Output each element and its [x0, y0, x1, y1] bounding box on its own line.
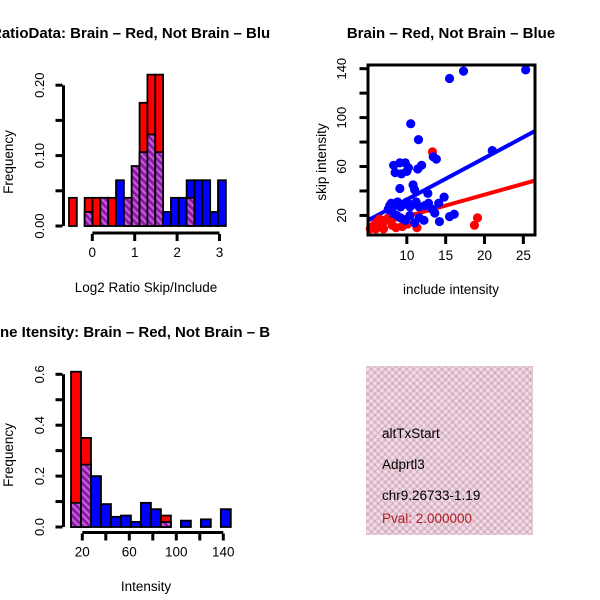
histogram-bar-blue: [162, 211, 172, 227]
histogram-bar-overlap: [70, 501, 82, 528]
y-tick-label: 0.00: [32, 213, 47, 238]
scatter-point-not_brain_blue: [449, 209, 459, 219]
scatter-point-not_brain_blue: [423, 188, 433, 199]
scatter-series-not_brain_blue: [383, 65, 531, 228]
hist-ratio-plot: 0.00 0.10 0.20 0 1 2 3: [32, 73, 227, 260]
hist-intensity-plot: 0.0 0.2 0.4 0.6 20 60 100 140: [32, 365, 235, 560]
scatter-point-not_brain_blue: [431, 154, 441, 164]
scatter-point-not_brain_blue: [410, 185, 420, 195]
histogram-bar-overlap: [185, 196, 196, 227]
y-tick-label: 140: [334, 58, 349, 80]
x-tick-label: 15: [438, 248, 453, 263]
scatter-point-brain_red: [378, 224, 389, 234]
histogram-bar-overlap: [138, 151, 149, 227]
scatter-point-not_brain_blue: [521, 65, 531, 75]
scatter-point-brain_red: [472, 213, 483, 223]
x-tick-label: 3: [216, 245, 224, 260]
locus-text: chr9.26733-1.19: [382, 488, 481, 503]
hist-intensity-xlabel: Intensity: [120, 579, 172, 594]
scatter-point-not_brain_blue: [444, 73, 455, 84]
scatter-point-not_brain_blue: [430, 208, 440, 218]
x-tick-label: 1: [131, 245, 139, 260]
scatter-point-not_brain_blue: [402, 166, 412, 177]
scatter-point-not_brain_blue: [434, 216, 445, 227]
histogram-bar-blue: [170, 196, 180, 227]
x-tick-label: 2: [173, 245, 181, 260]
x-tick-label: 10: [399, 248, 414, 263]
histogram-bar-blue: [90, 475, 102, 528]
y-tick-label: 0.4: [32, 416, 47, 434]
histogram-bar-overlap: [146, 133, 157, 227]
histogram-bar-blue: [219, 508, 232, 528]
scatter-point-not_brain_blue: [406, 119, 416, 129]
histogram-bars: [68, 73, 227, 227]
x-tick-label: 0: [89, 245, 97, 260]
scatter-point-not_brain_blue: [413, 135, 424, 145]
scatter-point-brain_red: [469, 220, 480, 230]
hist-intensity-title: ne Itensity: Brain – Red, Not Brain – B: [0, 324, 271, 341]
scatter-point-not_brain_blue: [405, 210, 415, 221]
x-tick-label: 25: [516, 248, 531, 263]
histogram-bar-blue: [193, 179, 204, 227]
scatter-point-not_brain_blue: [395, 183, 405, 194]
y-tick-label: 60: [334, 159, 349, 173]
x-tick-label: 20: [477, 248, 492, 263]
histogram-bar-red: [107, 196, 117, 227]
histogram-bar-blue: [179, 519, 192, 528]
histogram-bar-red: [91, 196, 102, 227]
histogram-bar-overlap: [99, 196, 110, 227]
histogram-bar-blue: [199, 518, 212, 528]
plot-box: [366, 63, 537, 237]
histogram-bar-red: [68, 196, 78, 227]
histogram-bar-blue: [100, 503, 112, 528]
y-tick-label: 0.2: [32, 467, 47, 485]
scatter-series-brain_red: [365, 147, 483, 234]
histogram-bar-blue: [177, 196, 188, 227]
histogram-bar-overlap: [122, 196, 133, 227]
pval-text: Pval: 2.000000: [382, 511, 473, 526]
histogram-bar-overlap: [130, 165, 141, 227]
scatter-point-not_brain_blue: [434, 198, 444, 208]
gene-name-text: Adprtl3: [382, 457, 425, 472]
histogram-bar-blue: [115, 179, 125, 227]
scatter-point-not_brain_blue: [487, 146, 497, 156]
histogram-bar-overlap: [80, 463, 92, 528]
hist-ratio-title: RatioData: Brain – Red, Not Brain – Blu: [0, 25, 271, 42]
scatter-point-not_brain_blue: [458, 66, 469, 76]
histogram-bar-overlap: [154, 151, 165, 227]
x-tick-label: 140: [212, 545, 235, 560]
histogram-bar-overlap: [83, 211, 94, 227]
y-tick-label: 0.6: [32, 365, 47, 383]
x-tick-label: 60: [122, 545, 137, 560]
histogram-bar-blue: [201, 179, 212, 227]
histogram-bar-blue: [217, 179, 227, 227]
scatter-point-not_brain_blue: [416, 160, 427, 170]
scatter-plot: 10 15 20 25 20 60 100 140: [334, 58, 537, 263]
histogram-bar-blue: [150, 508, 162, 528]
histogram-bar-blue: [120, 514, 132, 528]
y-tick-label: 100: [334, 107, 349, 129]
histogram-bar-blue: [209, 211, 219, 227]
scatter-title: Brain – Red, Not Brain – Blue: [346, 25, 556, 42]
scatter-point-not_brain_blue: [439, 192, 449, 202]
y-tick-label: 0.20: [32, 73, 47, 98]
gene-info-box: G7265229@J947883_RC altTxStart Adprtl3 c…: [366, 366, 533, 535]
y-tick-label: 0.10: [32, 143, 47, 168]
histogram-bar-blue: [110, 515, 122, 528]
x-tick-label: 100: [165, 545, 188, 560]
histogram-bar-overlap: [160, 521, 172, 528]
histogram-bar-blue: [130, 521, 142, 528]
y-tick-label: 20: [334, 208, 349, 222]
histogram-bar-blue: [140, 501, 152, 528]
x-tick-label: 20: [75, 545, 90, 560]
hist-ratio-xlabel: Log2 Ratio Skip/Include: [74, 280, 218, 295]
scatter-xlabel: include intensity: [402, 282, 500, 297]
y-tick-label: 0.0: [32, 518, 47, 536]
scatter-point-not_brain_blue: [385, 201, 395, 211]
event-type-text: altTxStart: [382, 426, 440, 441]
histogram-bars: [70, 370, 232, 528]
scatter-point-not_brain_blue: [419, 215, 429, 225]
